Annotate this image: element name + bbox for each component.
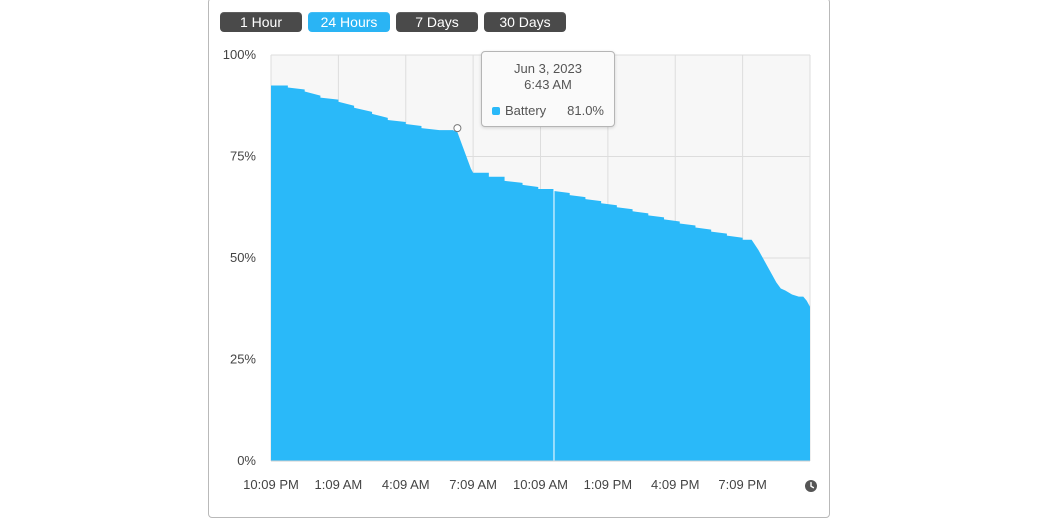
tooltip-value: 81.0% [567,103,604,118]
x-tick-label: 4:09 PM [651,477,699,492]
x-tick-label: 1:09 PM [584,477,632,492]
y-tick-label: 50% [230,250,256,265]
battery-usage-panel: 1 Hour 24 Hours 7 Days 30 Days 0% 25% 50% 7… [208,0,830,518]
tooltip-series-name: Battery [505,103,547,118]
tooltip-date: Jun 3, 2023 [514,61,582,76]
x-tick-label: 1:09 AM [315,477,363,492]
tooltip-row: Battery 81.0% [492,103,604,118]
x-tick-label: 4:09 AM [382,477,430,492]
y-tick-label: 0% [237,453,256,468]
tooltip-time: 6:43 AM [524,77,572,92]
clock-icon[interactable] [805,480,817,492]
y-tick-label: 25% [230,352,256,367]
battery-chart[interactable]: 0% 25% 50% 75% 100% 10:09 PM 1:09 AM 4:09 AM 7:0… [209,0,829,517]
highlight-point [453,124,462,133]
x-tick-label: 10:09 PM [243,477,299,492]
time-range-selector: 1 Hour 24 Hours 7 Days 30 Days [220,12,566,32]
x-tick-label: 10:09 AM [513,477,568,492]
tab-30-days[interactable]: 30 Days [484,12,566,32]
x-tick-label: 7:09 PM [718,477,766,492]
y-tick-label: 100% [223,47,257,62]
chart-tooltip: Jun 3, 2023 6:43 AM Battery 81.0% [481,51,615,127]
tab-7-days[interactable]: 7 Days [396,12,478,32]
y-tick-label: 75% [230,149,256,164]
battery-area-series [271,85,810,461]
tab-24-hours[interactable]: 24 Hours [308,12,390,32]
tab-1-hour[interactable]: 1 Hour [220,12,302,32]
x-tick-label: 7:09 AM [449,477,497,492]
series-swatch [492,106,500,115]
